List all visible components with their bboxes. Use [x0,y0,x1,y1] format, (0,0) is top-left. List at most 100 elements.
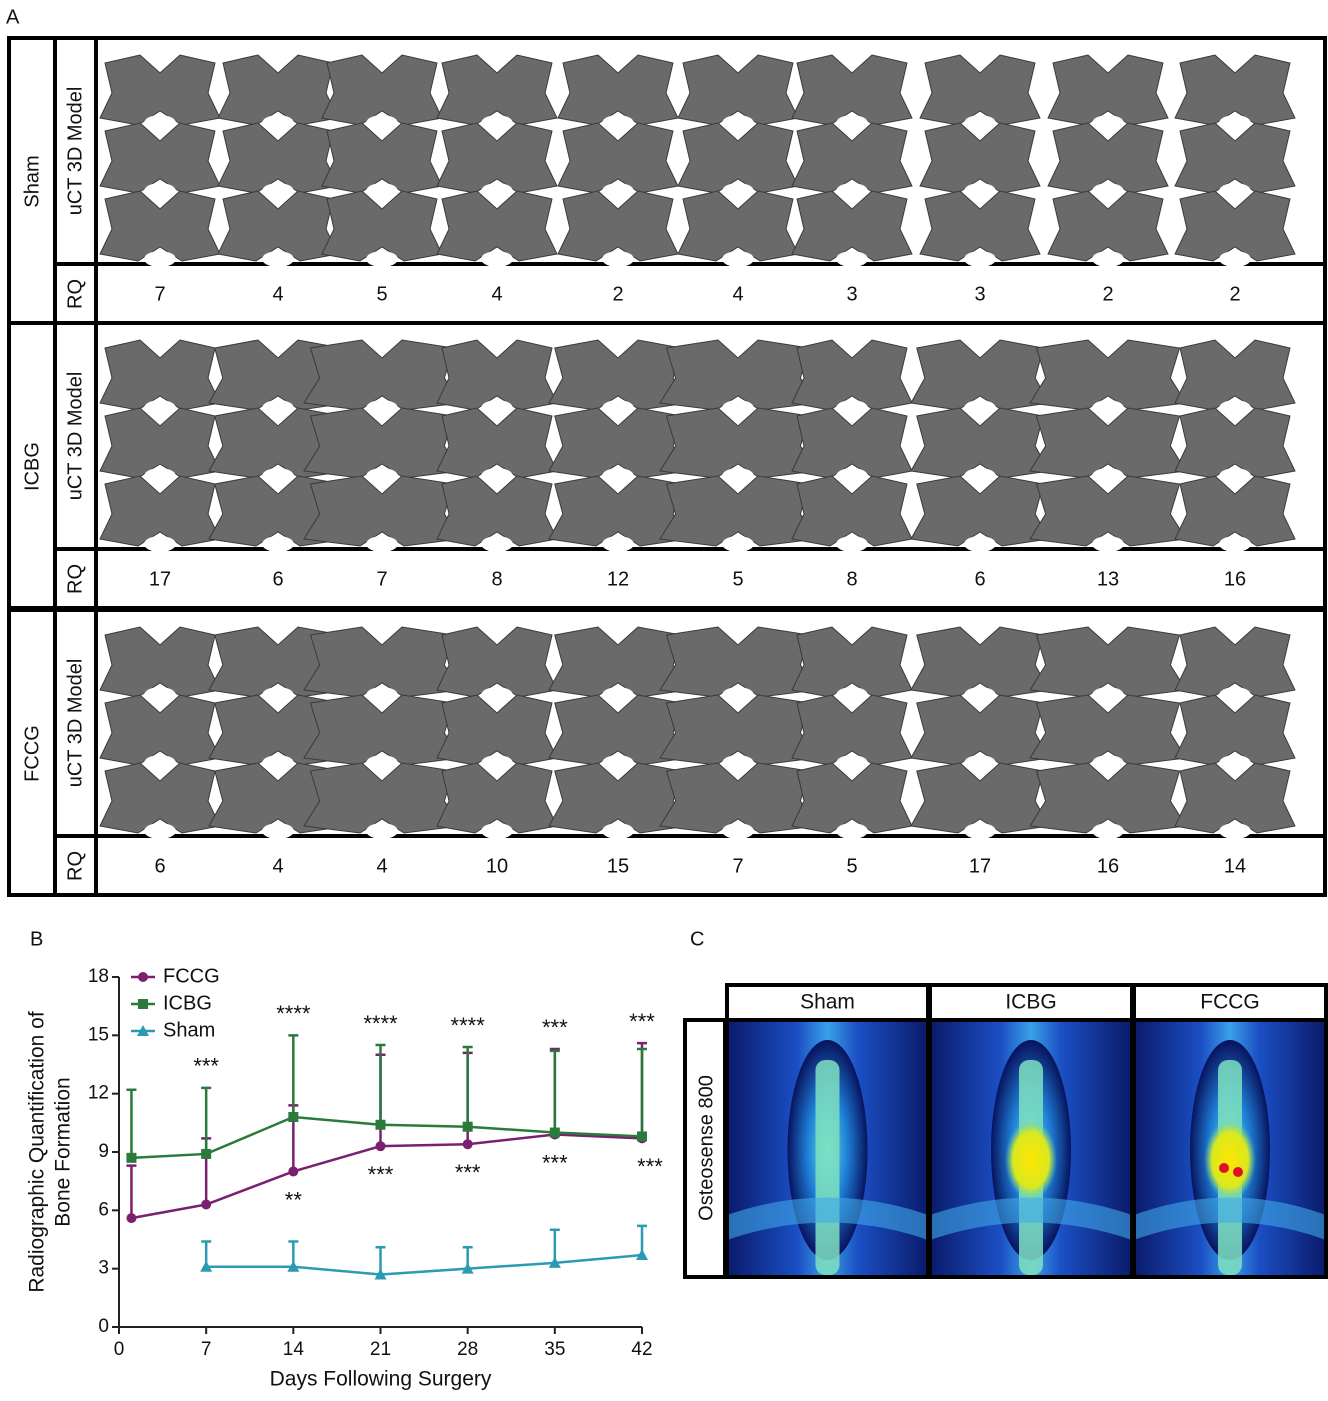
rq-value: 5 [732,568,743,590]
ct-model-shape [1048,191,1168,261]
ct-model-hole [1092,183,1124,199]
ct-model-hole [481,400,513,416]
ct-model-hole [1092,115,1124,131]
fluorescence-image [930,1020,1132,1277]
ct-model-shape [100,763,220,833]
significance-above: **** [363,1011,398,1036]
data-point [288,1166,298,1176]
ct-model-hole [366,115,398,131]
rq-value: 4 [272,855,283,877]
ct-model-shape [322,55,442,125]
ct-model-shape [660,627,816,697]
ct-model-hole [366,536,398,552]
x-tick-label: 28 [457,1339,478,1360]
column-header: Sham [800,991,855,1014]
ct-model-hole [602,755,634,771]
ct-model-shape [1030,627,1186,697]
fluorescence-image [727,1020,928,1277]
ct-model-hole [722,687,754,703]
ct-model-hole [1219,755,1251,771]
ct-model-shape [437,763,557,833]
ct-model-hole [964,468,996,484]
rq-value: 7 [376,568,387,590]
ct-model-hole [366,400,398,416]
ct-model-hole [481,823,513,839]
ct-model-hole [602,183,634,199]
ct-model-hole [366,755,398,771]
legend-label: ICBG [163,992,212,1014]
x-tick-label: 42 [631,1339,652,1360]
ct-model-hole [1219,468,1251,484]
data-point [637,1131,647,1141]
model-label: uCT 3D Model [64,87,86,216]
legend-label: Sham [163,1019,215,1041]
ct-model-shape [100,55,220,125]
ct-model-shape [100,340,220,410]
ct-model-hole [722,400,754,416]
rq-value: 6 [272,568,283,590]
ct-model-hole [144,687,176,703]
ct-model-shape [437,340,557,410]
column-header: ICBG [1005,991,1056,1014]
error-bar [126,1166,136,1219]
ct-model-hole [481,755,513,771]
ct-model-hole [964,536,996,552]
ct-model-shape [792,123,912,193]
ct-model-hole [836,183,868,199]
ct-model-hole [262,755,294,771]
ct-model-hole [1219,823,1251,839]
ct-model-hole [144,536,176,552]
data-point [201,1200,211,1210]
row-label: Osteosense 800 [695,1075,717,1221]
figure: AShamuCT 3D ModelRQ7454243322ICBGuCT 3D … [0,0,1328,1401]
ct-model-hole [602,687,634,703]
ct-model-hole [262,536,294,552]
ct-model-hole [366,183,398,199]
ct-model-hole [262,468,294,484]
ct-model-hole [144,823,176,839]
y-tick-label: 0 [98,1316,109,1337]
ct-model-hole [262,687,294,703]
ct-model-hole [481,115,513,131]
ct-model-shape [1175,123,1295,193]
ct-model-shape [678,55,798,125]
group-label: ICBG [21,442,43,491]
ct-model-shape [911,340,1049,410]
significance-above: **** [276,1001,311,1026]
significance-below: ** [285,1187,303,1212]
ct-model-hole [366,251,398,267]
ct-model-hole [722,823,754,839]
ct-model-shape [437,55,557,125]
ct-model-hole [964,251,996,267]
ct-model-hole [144,183,176,199]
ct-model-shape [1175,695,1295,765]
ct-model-shape [304,340,460,410]
ct-model-shape [1175,627,1295,697]
ct-model-hole [836,468,868,484]
ct-model-shape [100,476,220,546]
ct-model-hole [722,755,754,771]
rq-value: 4 [272,283,283,305]
y-tick-label: 15 [88,1024,109,1045]
rq-value: 7 [154,283,165,305]
ct-model-shape [304,695,460,765]
ct-model-shape [911,476,1049,546]
ct-model-shape [660,476,816,546]
rq-value: 12 [607,568,629,590]
ct-model-hole [964,687,996,703]
ct-model-hole [366,468,398,484]
data-point [376,1141,386,1151]
rq-value: 13 [1097,568,1119,590]
ct-model-hole [366,823,398,839]
rq-value: 8 [846,568,857,590]
ct-model-shape [1175,476,1295,546]
x-tick-label: 35 [544,1339,565,1360]
ct-model-hole [964,115,996,131]
rq-value: 8 [491,568,502,590]
rq-value: 2 [1102,283,1113,305]
ct-model-shape [100,123,220,193]
rq-value: 16 [1224,568,1246,590]
ct-model-shape [437,123,557,193]
ct-model-shape [792,763,912,833]
rq-value: 7 [732,855,743,877]
